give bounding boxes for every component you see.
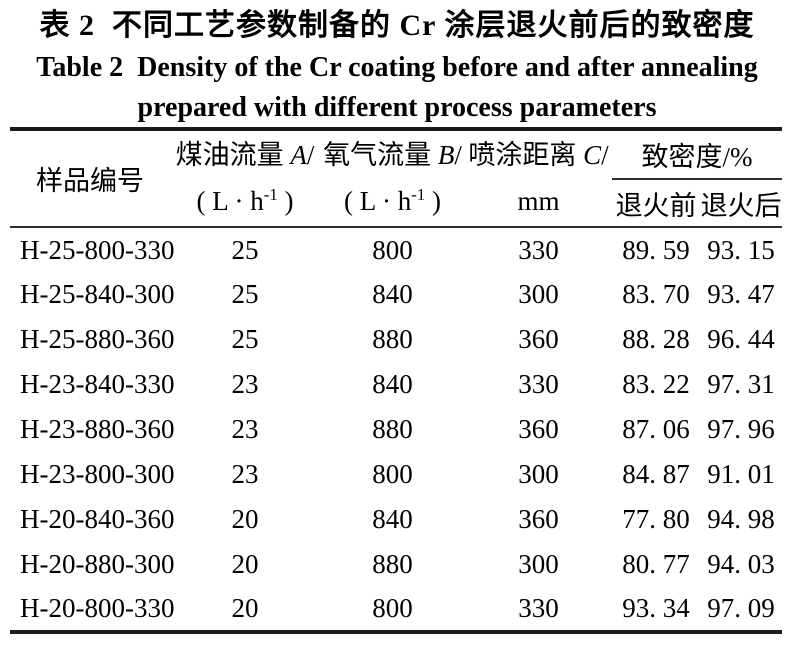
cell-sample: H-23-840-330 xyxy=(20,369,175,399)
superscript-minus-one: -1 xyxy=(263,185,278,204)
header-row-1: 样品编号 煤油流量 A/ ( L · h-1 ) 氧气流量 B/ ( L · h… xyxy=(10,129,782,215)
table-row: H-23-880-360 23 880 360 87. 06 97. 96 xyxy=(10,407,782,452)
col-header-kerosene-unit: ( L · h-1 ) xyxy=(196,185,294,216)
cell-density-after: 91. 01 xyxy=(707,459,775,489)
table-row: H-25-880-360 25 880 360 88. 28 96. 44 xyxy=(10,317,782,362)
cell-spray-distance: 300 xyxy=(518,279,559,309)
cell-oxygen-flow: 840 xyxy=(372,369,413,399)
table-row: H-25-800-330 25 800 330 89. 59 93. 15 xyxy=(10,227,782,272)
superscript-minus-one: -1 xyxy=(411,185,426,204)
cell-oxygen-flow: 800 xyxy=(372,234,413,265)
cell-density-after: 97. 09 xyxy=(707,593,775,623)
cell-density-after: 93. 47 xyxy=(707,279,775,309)
col-header-spray-distance: 喷涂距离 C/ mm xyxy=(465,129,612,227)
cell-kerosene-flow: 25 xyxy=(231,234,259,265)
cell-oxygen-flow: 880 xyxy=(372,324,413,354)
table-caption-en-line1: Table 2 Density of the Cr coating before… xyxy=(36,52,758,83)
cell-density-before: 88. 28 xyxy=(622,324,690,354)
cell-density-before: 80. 77 xyxy=(622,549,690,579)
cell-spray-distance: 300 xyxy=(518,549,559,579)
cell-oxygen-flow: 800 xyxy=(372,459,413,489)
table-caption-en-line2: prepared with different process paramete… xyxy=(137,92,657,123)
col-header-oxygen-unit: ( L · h-1 ) xyxy=(344,185,441,216)
cell-density-after: 96. 44 xyxy=(707,324,775,354)
col-header-sample: 样品编号 xyxy=(10,129,170,227)
cell-density-before: 84. 87 xyxy=(622,459,690,489)
table-row: H-20-840-360 20 840 360 77. 80 94. 98 xyxy=(10,497,782,542)
cell-spray-distance: 330 xyxy=(518,369,559,399)
cell-density-before: 87. 06 xyxy=(622,414,690,444)
variable-b: B xyxy=(437,140,455,170)
cell-kerosene-flow: 20 xyxy=(231,549,259,579)
cell-density-before: 83. 70 xyxy=(622,279,690,309)
cell-kerosene-flow: 23 xyxy=(231,459,259,489)
cell-sample: H-25-800-330 xyxy=(20,234,175,265)
col-header-kerosene-flow: 煤油流量 A/ ( L · h-1 ) xyxy=(170,129,320,227)
col-header-distance-unit: mm xyxy=(517,186,560,216)
table-row: H-20-800-330 20 800 330 93. 34 97. 09 xyxy=(10,587,782,632)
cell-density-before: 89. 59 xyxy=(622,234,690,265)
cell-sample: H-25-840-300 xyxy=(20,279,175,309)
table-header: 样品编号 煤油流量 A/ ( L · h-1 ) 氧气流量 B/ ( L · h… xyxy=(10,129,782,227)
cell-sample: H-20-800-330 xyxy=(20,593,175,623)
table-caption-zh: 表 2 不同工艺参数制备的 Cr 涂层退火前后的致密度 xyxy=(39,9,755,42)
cell-spray-distance: 330 xyxy=(518,593,559,623)
variable-c: C xyxy=(583,140,602,170)
cell-oxygen-flow: 840 xyxy=(372,504,413,534)
cell-spray-distance: 360 xyxy=(518,324,559,354)
cell-oxygen-flow: 840 xyxy=(372,279,413,309)
cell-spray-distance: 360 xyxy=(518,414,559,444)
table-row: H-23-800-300 23 800 300 84. 87 91. 01 xyxy=(10,452,782,497)
cell-kerosene-flow: 25 xyxy=(231,279,259,309)
cell-kerosene-flow: 25 xyxy=(231,324,259,354)
cell-kerosene-flow: 23 xyxy=(231,414,259,444)
col-header-oxygen-line1: 氧气流量 B/ xyxy=(323,140,462,170)
cell-sample: H-23-880-360 xyxy=(20,414,175,444)
cell-sample: H-25-880-360 xyxy=(20,324,175,354)
cell-spray-distance: 360 xyxy=(518,504,559,534)
cell-spray-distance: 300 xyxy=(518,459,559,489)
cell-sample: H-20-880-300 xyxy=(20,549,175,579)
cell-density-before: 93. 34 xyxy=(622,593,690,623)
col-header-sample-label: 样品编号 xyxy=(36,166,144,196)
cell-kerosene-flow: 23 xyxy=(231,369,259,399)
table-caption: 表 2 不同工艺参数制备的 Cr 涂层退火前后的致密度 Table 2 Dens… xyxy=(0,0,794,128)
table-row: H-23-840-330 23 840 330 83. 22 97. 31 xyxy=(10,362,782,407)
cell-oxygen-flow: 880 xyxy=(372,549,413,579)
cell-spray-distance: 330 xyxy=(518,234,559,265)
cell-oxygen-flow: 800 xyxy=(372,593,413,623)
cell-density-after: 94. 98 xyxy=(707,504,775,534)
col-header-oxygen-flow: 氧气流量 B/ ( L · h-1 ) xyxy=(320,129,465,227)
cell-density-before: 77. 80 xyxy=(622,504,690,534)
header-row-2: 退火前 退火后 xyxy=(10,179,782,227)
cell-kerosene-flow: 20 xyxy=(231,504,259,534)
cell-density-after: 93. 15 xyxy=(707,234,775,265)
table-row: H-20-880-300 20 880 300 80. 77 94. 03 xyxy=(10,542,782,587)
table-row: H-25-840-300 25 840 300 83. 70 93. 47 xyxy=(10,272,782,317)
variable-a: A xyxy=(290,140,307,170)
col-header-before-annealing: 退火前 xyxy=(615,190,697,221)
cell-kerosene-flow: 20 xyxy=(231,593,259,623)
col-header-kerosene-line1: 煤油流量 A/ xyxy=(175,140,315,170)
table-body: H-25-800-330 25 800 330 89. 59 93. 15 H-… xyxy=(10,227,782,632)
density-table: 样品编号 煤油流量 A/ ( L · h-1 ) 氧气流量 B/ ( L · h… xyxy=(10,127,782,634)
col-header-distance-line1: 喷涂距离 C/ xyxy=(468,140,609,170)
cell-oxygen-flow: 880 xyxy=(372,414,413,444)
cell-density-after: 97. 96 xyxy=(707,414,775,444)
cell-density-after: 97. 31 xyxy=(707,369,775,399)
cell-density-after: 94. 03 xyxy=(707,549,775,579)
col-header-density-group: 致密度/% xyxy=(612,129,782,180)
cell-sample: H-20-840-360 xyxy=(20,504,175,534)
cell-density-before: 83. 22 xyxy=(622,369,690,399)
col-header-after-annealing: 退火后 xyxy=(700,190,782,221)
cell-sample: H-23-800-300 xyxy=(20,459,175,489)
